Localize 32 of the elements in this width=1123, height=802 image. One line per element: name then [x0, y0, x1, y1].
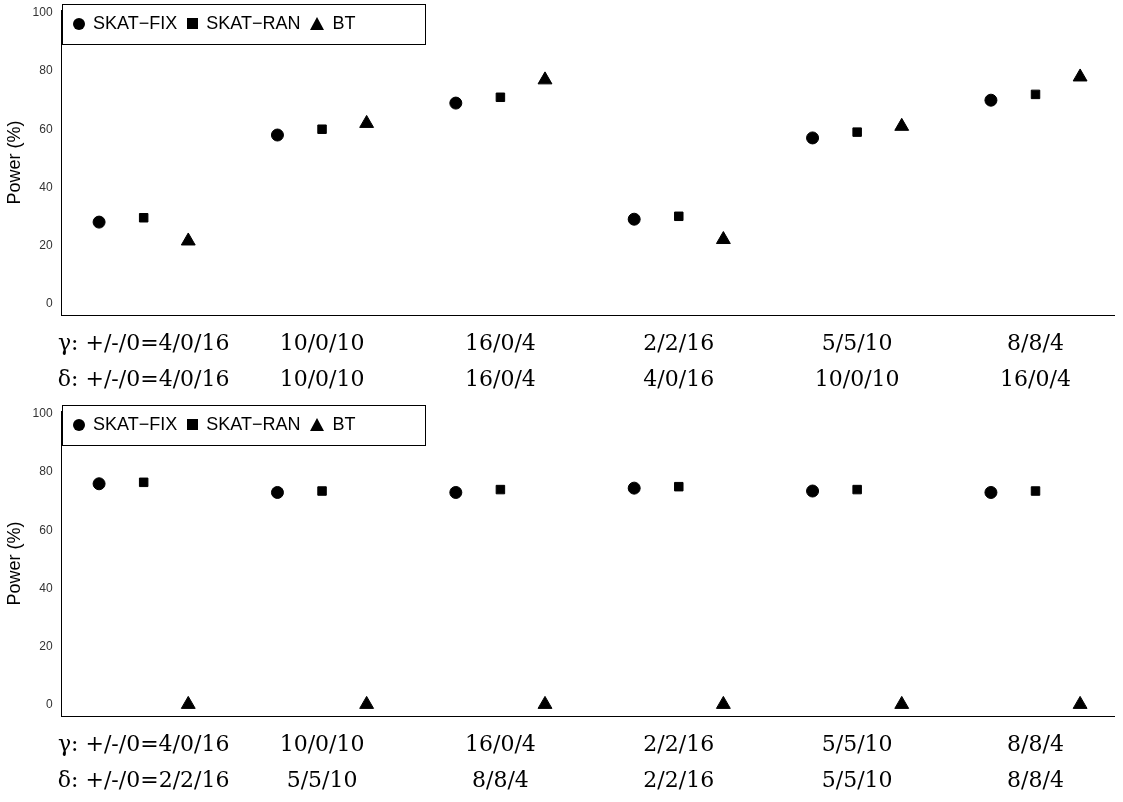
- x-tick-label: 16/0/4 16/0/4: [465, 329, 536, 391]
- y-tick-label: 0: [45, 295, 53, 310]
- x-tick-label: γ: +/-/0=4/0/16 δ: +/-/0=2/2/16: [57, 730, 230, 792]
- y-axis-title: Power (%): [3, 120, 24, 205]
- x-tick-label: 8/8/4 8/8/4: [1007, 730, 1064, 792]
- x-tick-label: 10/0/10 5/5/10: [279, 730, 365, 792]
- y-tick-label: 100: [32, 406, 53, 421]
- x-tick-label: 8/8/4 16/0/4: [1000, 329, 1071, 391]
- legend-label: SKAT−FIX: [93, 13, 178, 34]
- x-tick-label: 10/0/10 10/0/10: [279, 329, 365, 391]
- y-tick-label: 60: [39, 121, 53, 136]
- legend-label: SKAT−RAN: [206, 414, 301, 435]
- y-tick-label: 60: [39, 522, 53, 537]
- x-tick-label: 2/2/16 4/0/16: [643, 329, 715, 391]
- x-tick-label: 5/5/10 5/5/10: [821, 730, 893, 792]
- y-tick-label: 20: [39, 638, 53, 653]
- y-tick-label: 100: [32, 5, 53, 20]
- y-tick-label: 0: [45, 696, 53, 711]
- y-tick-label: 80: [39, 464, 53, 479]
- x-tick-label: 16/0/4 8/8/4: [465, 730, 536, 792]
- x-tick-label: 2/2/16 2/2/16: [643, 730, 715, 792]
- y-tick-label: 20: [39, 237, 53, 252]
- legend-label: BT: [332, 414, 356, 435]
- y-tick-label: 40: [39, 580, 53, 595]
- x-tick-label: 5/5/10 10/0/10: [814, 329, 900, 391]
- y-axis-title: Power (%): [3, 521, 24, 606]
- x-tick-label: γ: +/-/0=4/0/16 δ: +/-/0=4/0/16: [57, 329, 230, 391]
- legend-label: SKAT−RAN: [206, 13, 301, 34]
- y-tick-label: 80: [39, 63, 53, 78]
- y-tick-label: 40: [39, 179, 53, 194]
- legend-label: BT: [332, 13, 356, 34]
- legend-label: SKAT−FIX: [93, 414, 178, 435]
